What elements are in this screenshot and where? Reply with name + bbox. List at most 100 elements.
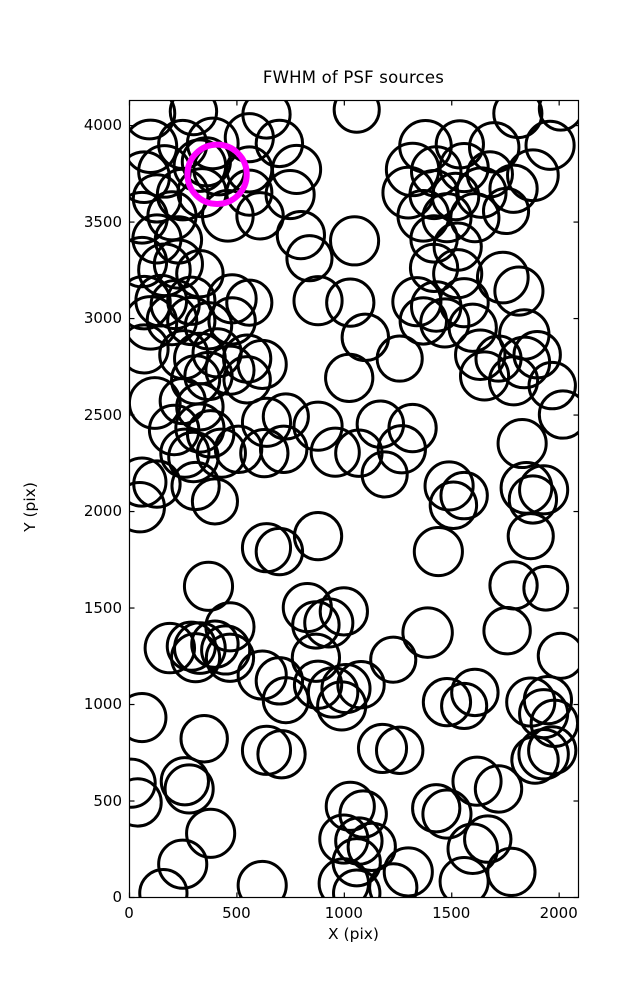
psf-source-circle	[182, 560, 235, 612]
psf-source-circle	[129, 456, 168, 508]
psf-source-circle	[316, 680, 368, 732]
psf-source-circle	[200, 624, 252, 676]
psf-source-circle	[524, 119, 576, 171]
psf-source-circle	[507, 474, 559, 525]
psf-source-circle	[430, 171, 481, 222]
page-title: FWHM of PSF sources	[262, 68, 445, 87]
psf-source-circle	[496, 417, 548, 470]
psf-source-circle	[271, 143, 323, 196]
psf-source-circle	[428, 480, 479, 530]
psf-source-circle	[336, 660, 386, 710]
psf-source-circle	[438, 856, 490, 897]
psf-source-circle	[138, 868, 189, 897]
psf-source-circle	[376, 424, 427, 475]
psf-source-circle	[185, 807, 237, 859]
psf-source-circle	[324, 780, 376, 832]
psf-source-circle	[401, 606, 454, 659]
psf-source-circle	[432, 248, 484, 300]
psf-source-circle	[129, 235, 169, 289]
psf-source-circle	[129, 100, 177, 141]
psf-source-circle	[458, 350, 511, 402]
psf-source-circle	[236, 338, 288, 390]
psf-source-circle	[473, 764, 524, 814]
psf-source-circle	[254, 118, 305, 169]
psf-source-circle	[131, 173, 183, 224]
psf-source-circle	[368, 862, 419, 897]
psf-source-circle	[129, 480, 166, 534]
psf-source-circle	[325, 277, 376, 328]
psf-source-circle	[222, 355, 272, 405]
psf-source-circle	[147, 403, 201, 457]
psf-source-circle	[320, 663, 372, 715]
psf-source-circle	[411, 783, 462, 834]
psf-source-circle	[449, 192, 501, 244]
psf-source-circle	[207, 296, 257, 346]
x-axis-label: X (pix)	[328, 925, 379, 943]
psf-source-circle	[409, 214, 459, 264]
psf-source-circle	[374, 725, 425, 776]
psf-source-circle	[481, 186, 531, 236]
psf-source-circle	[258, 424, 309, 474]
psf-source-circle	[446, 822, 499, 875]
scatter-markers	[129, 100, 578, 897]
psf-source-circle	[451, 755, 503, 807]
psf-source-circle	[170, 632, 222, 684]
y-tick-label: 0	[112, 888, 122, 906]
y-tick-label: 3500	[83, 212, 122, 231]
psf-source-circle	[275, 209, 326, 261]
x-tick-label: 1000	[324, 904, 363, 922]
psf-source-circle	[318, 586, 369, 637]
psf-source-circle	[408, 242, 460, 294]
psf-source-circle	[398, 296, 449, 346]
psf-source-circle	[463, 814, 513, 864]
psf-source-circle	[537, 389, 578, 440]
psf-source-circle	[166, 295, 217, 347]
psf-source-circle	[200, 188, 255, 243]
psf-source-circle	[190, 619, 240, 669]
psf-source-circle	[475, 250, 530, 305]
x-tick-label: 500	[222, 904, 251, 922]
psf-source-circle	[360, 450, 409, 499]
psf-source-circle	[163, 763, 215, 815]
y-tick-label: 1000	[83, 695, 122, 714]
psf-source-circle	[225, 278, 274, 327]
psf-source-circle	[486, 846, 537, 897]
psf-source-circle	[170, 460, 221, 512]
psf-source-circle	[235, 191, 285, 241]
psf-source-circle	[145, 293, 199, 347]
psf-source-circle	[454, 328, 507, 381]
psf-source-circle	[256, 729, 307, 780]
psf-source-circle	[129, 118, 179, 175]
psf-source-circle	[129, 274, 172, 331]
x-tick-label: 2000	[539, 904, 578, 922]
psf-source-circle	[157, 838, 209, 890]
psf-source-circle	[261, 676, 310, 725]
psf-source-circle	[240, 724, 293, 776]
psf-source-circle	[412, 526, 464, 578]
psf-source-circle	[421, 676, 473, 728]
psf-source-circle	[438, 277, 490, 329]
psf-source-circle	[290, 632, 342, 683]
psf-source-circle	[254, 526, 305, 577]
psf-source-circle	[318, 813, 370, 865]
psf-source-circle	[423, 460, 475, 512]
psf-source-circle	[195, 427, 247, 479]
psf-source-circle	[129, 295, 179, 351]
psf-source-circle	[510, 735, 560, 785]
psf-source-circle	[166, 275, 217, 326]
psf-source-circle	[292, 400, 344, 452]
y-tick-label: 500	[93, 791, 122, 810]
psf-source-circle	[129, 777, 163, 828]
psf-source-circle	[239, 428, 290, 479]
y-tick-label: 4000	[83, 116, 122, 135]
psf-source-circle	[487, 355, 540, 407]
psf-source-circle	[129, 691, 168, 744]
psf-source-circle	[240, 396, 293, 448]
highlighted-source-circle	[184, 141, 250, 207]
psf-source-circle	[129, 757, 157, 809]
psf-source-circle	[159, 756, 210, 807]
psf-source-circle	[129, 323, 170, 375]
psf-source-circle	[518, 464, 570, 516]
psf-source-circle	[143, 621, 197, 675]
